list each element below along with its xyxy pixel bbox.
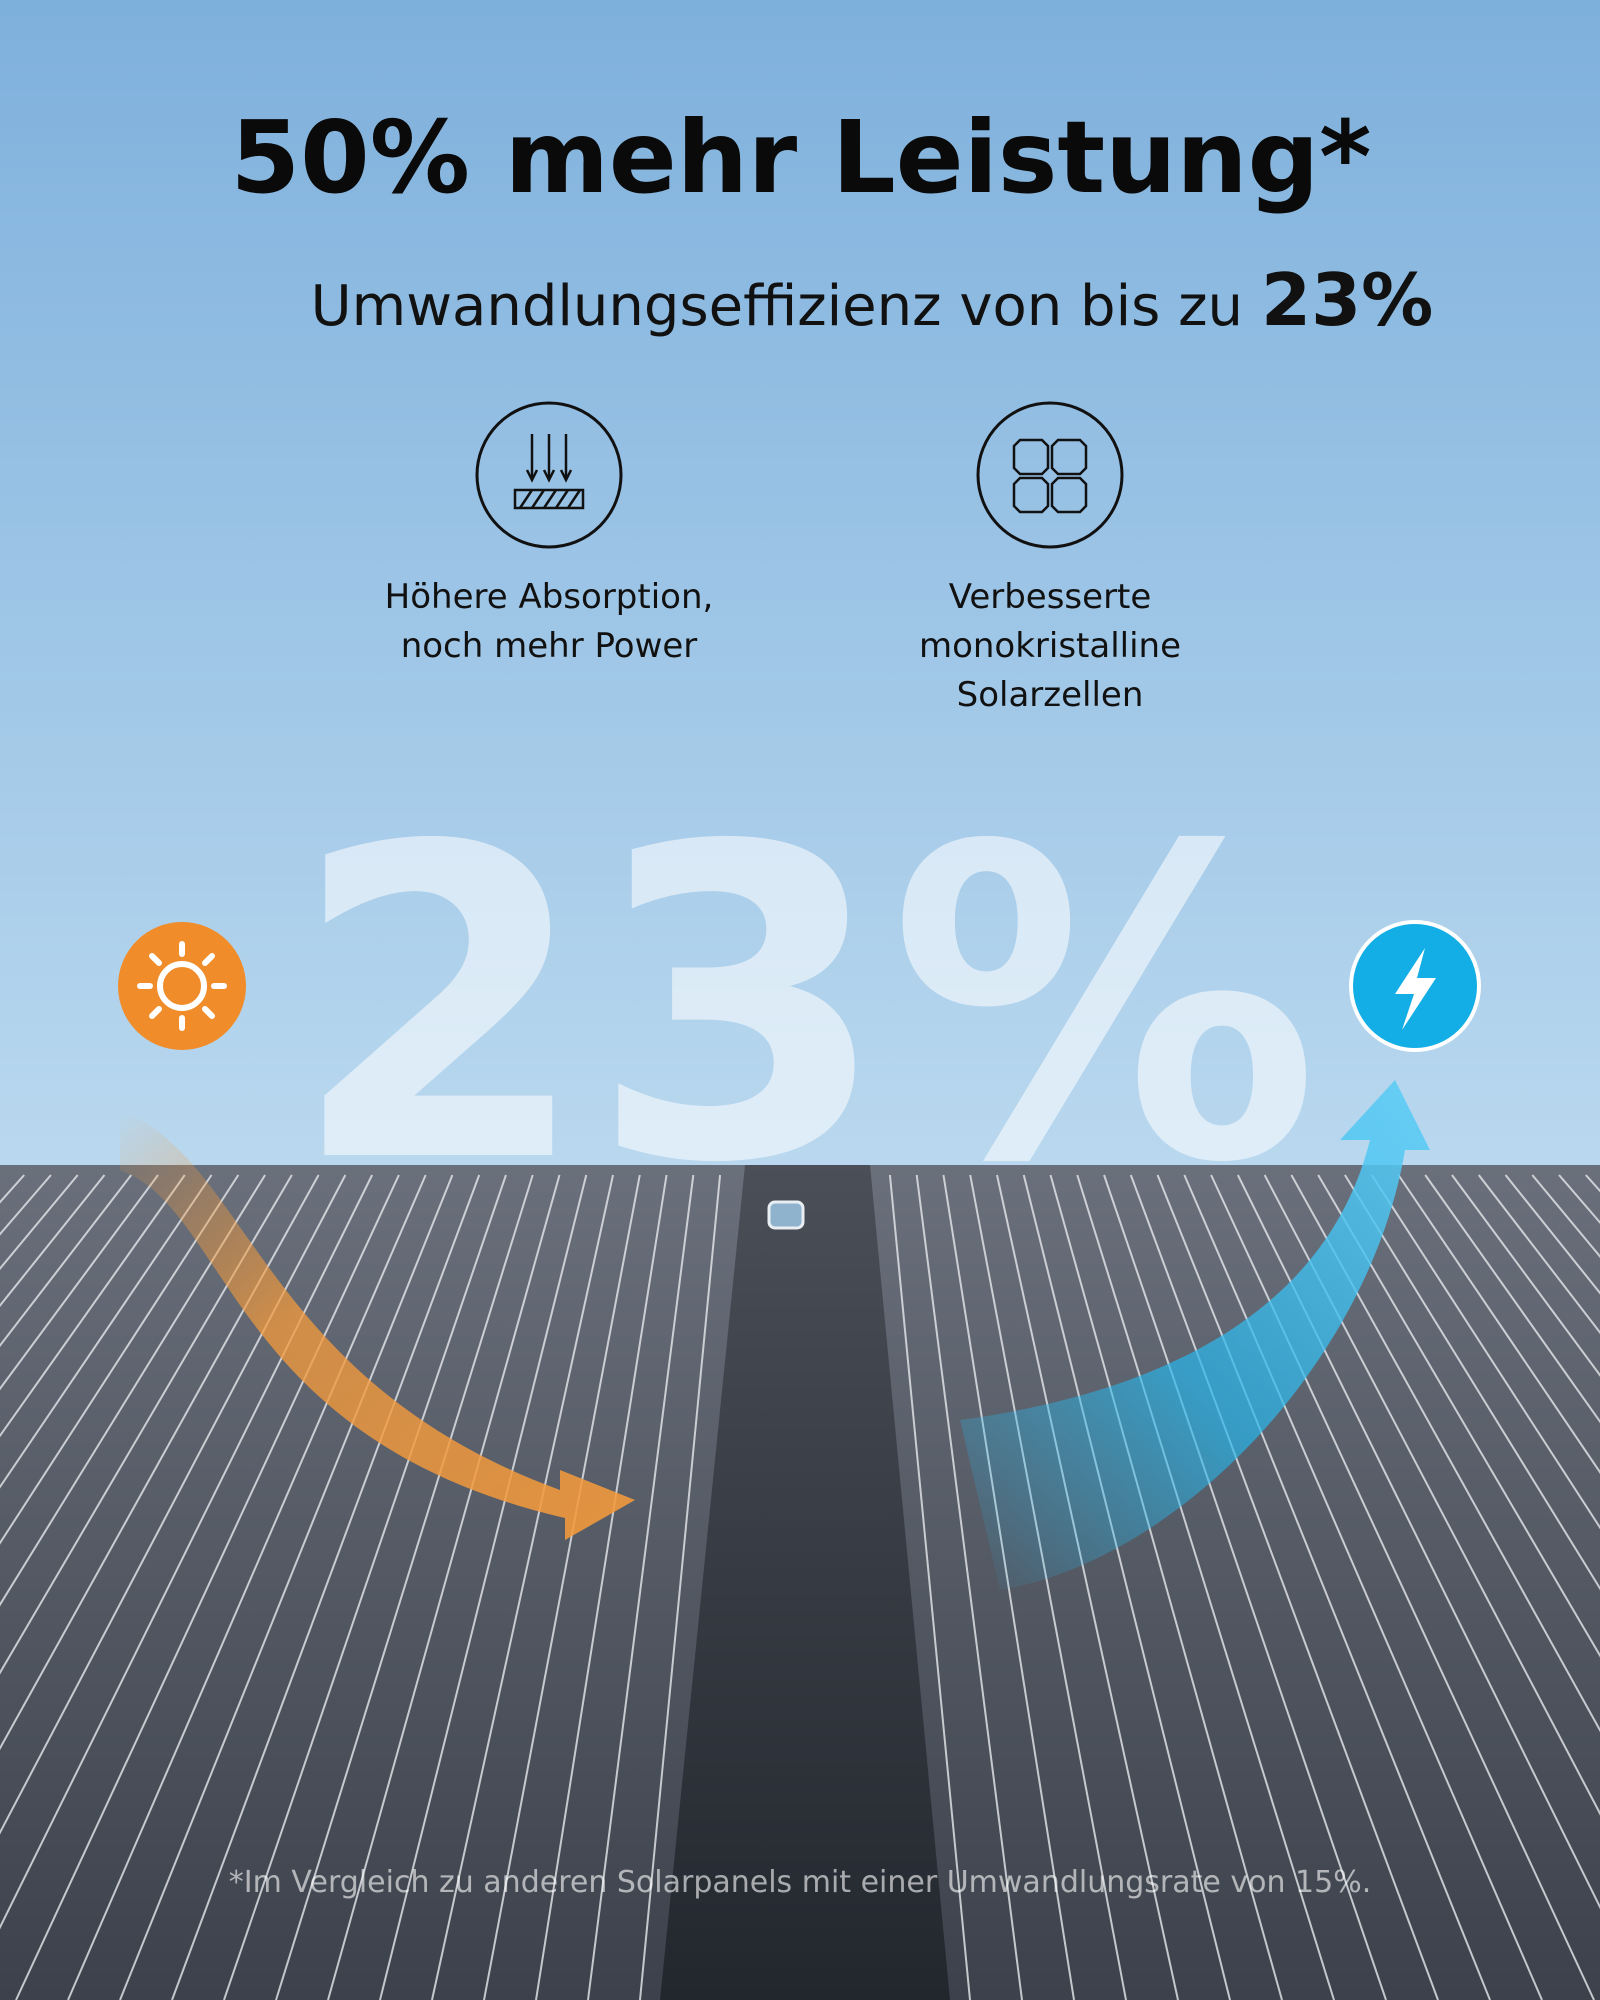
- cell-line: [1370, 1174, 1600, 1530]
- cell-line: [587, 1174, 695, 2000]
- cell-line: [119, 1174, 454, 2000]
- cell-line: [639, 1174, 722, 2000]
- cell-line: [171, 1174, 481, 2000]
- cell-line: [0, 1174, 374, 1930]
- sun-arrow: [120, 1110, 635, 1540]
- cell-line: [223, 1174, 507, 2000]
- cell-line: [1022, 1174, 1231, 2000]
- cell-line: [0, 1174, 159, 1391]
- cell-line: [915, 1174, 1023, 2000]
- cell-icon: [976, 401, 1124, 549]
- feature-line: Solarzellen: [957, 675, 1144, 715]
- power-arrow: [960, 1080, 1430, 1590]
- sun-rays: [137, 941, 227, 1031]
- cell-lines: [0, 1174, 1600, 2000]
- cell-line: [1477, 1174, 1600, 1335]
- cell-line: [1076, 1174, 1335, 2000]
- cell-line: [1103, 1174, 1387, 2000]
- cell-line: [1156, 1174, 1491, 2000]
- absorption-icon: [475, 401, 623, 549]
- feature-line: Höhere Absorption,: [385, 577, 714, 617]
- cell-line: [1129, 1174, 1439, 2000]
- cell-line: [327, 1174, 561, 2000]
- cell-line: [1344, 1174, 1600, 1591]
- cell-line: [535, 1174, 668, 2000]
- cell-line: [1397, 1174, 1600, 1474]
- panel-hinge: [660, 1165, 950, 2000]
- cell-line: [0, 1174, 293, 1675]
- cell-line: [0, 1174, 266, 1607]
- cell-line: [0, 1174, 240, 1545]
- cell-line: [483, 1174, 641, 2000]
- footnote: *Im Vergleich zu anderen Solarpanels mit…: [229, 1865, 1372, 1900]
- cell-line: [1451, 1174, 1600, 1377]
- cell-line: [888, 1174, 971, 2000]
- panel-button: [767, 1200, 805, 1230]
- cell-line: [0, 1174, 186, 1438]
- cell-line: [0, 1174, 133, 1348]
- sun-core: [157, 961, 207, 1011]
- feature-line: Verbesserte: [949, 577, 1152, 617]
- subtitle: Umwandlungseffizienz von bis zu 23%: [311, 258, 1434, 342]
- cell-line: [1049, 1174, 1283, 2000]
- subtitle-highlight: 23%: [1261, 258, 1433, 342]
- cell-line: [67, 1174, 427, 2000]
- bolt: [1395, 948, 1436, 1030]
- cell-line: [969, 1174, 1127, 2000]
- cell-line: [1424, 1174, 1600, 1424]
- cell-line: [275, 1174, 534, 2000]
- cell-line: [379, 1174, 588, 2000]
- cell-line: [431, 1174, 614, 2000]
- absorption-glyph: [513, 434, 585, 510]
- feature-line: noch mehr Power: [401, 626, 698, 666]
- cell-line: [1317, 1174, 1600, 1658]
- subtitle-text: Umwandlungseffizienz von bis zu: [311, 274, 1243, 339]
- feature-line: monokristalline: [919, 626, 1181, 666]
- cell-line: [0, 1174, 213, 1489]
- cell-glyph: [1012, 438, 1088, 514]
- cell-line: [15, 1174, 400, 2000]
- cell-line: [1290, 1174, 1600, 1733]
- title: 50% mehr Leistung*: [231, 99, 1372, 216]
- cell-line: [996, 1174, 1179, 2000]
- cell-line: [1183, 1174, 1543, 2000]
- cell-line: [0, 1174, 320, 1751]
